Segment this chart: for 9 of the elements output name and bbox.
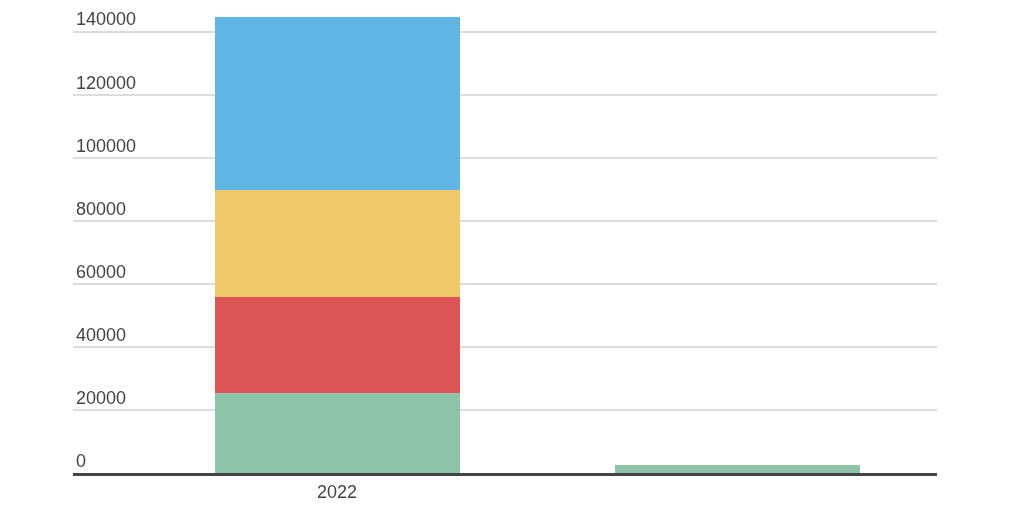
y-tick-label: 20000	[76, 387, 127, 408]
y-tick-label: 140000	[76, 9, 137, 30]
x-tick-label: 2022	[316, 481, 358, 502]
y-tick-label: 60000	[76, 261, 127, 282]
y-tick-label: 120000	[76, 72, 137, 93]
y-tick-label: 100000	[76, 135, 137, 156]
y-tick-label: 80000	[76, 198, 127, 219]
y-tick-label: 0	[76, 450, 87, 471]
y-tick-label: 40000	[76, 324, 127, 345]
